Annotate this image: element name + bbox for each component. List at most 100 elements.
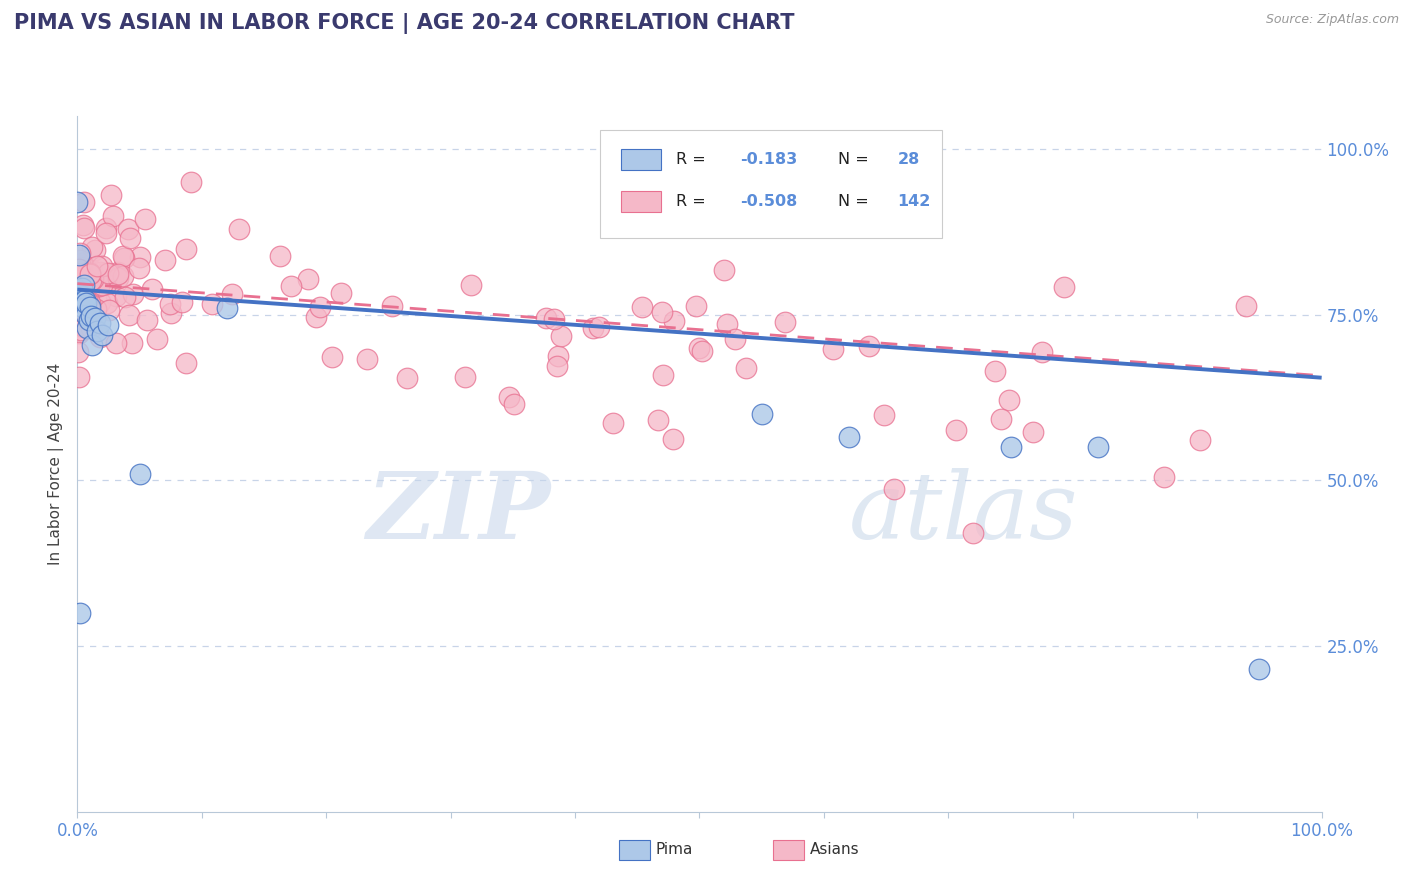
Point [82, 272, 104, 286]
Point [112, 268, 135, 283]
Point [651, 305, 673, 319]
Point [73, 293, 96, 308]
Text: -0.183: -0.183 [741, 153, 797, 168]
Text: Pima: Pima [655, 842, 693, 856]
Point [688, 341, 710, 355]
Point [79, 267, 101, 281]
Point [1153, 470, 1175, 484]
Point [72, 221, 94, 235]
Point [997, 393, 1019, 408]
Point [962, 526, 984, 541]
Point [1000, 440, 1022, 454]
Point [136, 313, 159, 327]
Point [66, 271, 89, 285]
Point [83, 311, 105, 326]
Point [94, 266, 117, 280]
Point [67, 248, 90, 262]
Point [86, 324, 108, 338]
Point [103, 209, 125, 223]
Point [983, 364, 1005, 378]
Text: R =: R = [676, 194, 710, 209]
Point [280, 279, 302, 293]
Point [72, 281, 94, 295]
Point [75, 308, 97, 322]
Point [647, 413, 669, 427]
Point [76, 293, 98, 308]
Text: R =: R = [676, 153, 710, 168]
Point [67, 262, 90, 277]
Point [77, 281, 100, 295]
Point [70, 266, 93, 280]
Point [86, 259, 108, 273]
Point [735, 360, 758, 375]
Point [67, 344, 90, 359]
Point [73, 262, 96, 277]
Point [602, 417, 624, 431]
Point [112, 251, 135, 265]
Point [75, 295, 97, 310]
Point [72, 218, 94, 232]
Text: atlas: atlas [849, 467, 1078, 558]
FancyBboxPatch shape [600, 130, 942, 238]
Point [89, 294, 111, 309]
Point [104, 336, 127, 351]
Text: 28: 28 [897, 153, 920, 168]
Point [72, 293, 94, 308]
Point [69, 260, 91, 274]
Point [117, 222, 139, 236]
Point [96, 277, 118, 291]
Point [550, 329, 572, 343]
Point [90, 260, 112, 274]
Point [69, 606, 91, 620]
Point [70, 309, 93, 323]
Point [77, 301, 100, 315]
Point [128, 260, 150, 275]
Point [97, 318, 120, 332]
Point [66, 266, 89, 280]
Point [395, 371, 418, 385]
Point [990, 412, 1012, 426]
Point [588, 320, 610, 334]
Point [79, 296, 101, 310]
Point [70, 323, 93, 337]
Point [100, 187, 122, 202]
Point [73, 318, 96, 332]
Point [228, 221, 250, 235]
Point [79, 267, 101, 281]
Point [122, 287, 145, 301]
Point [121, 335, 143, 350]
Point [356, 352, 378, 367]
Point [945, 424, 967, 438]
Point [838, 430, 860, 444]
Point [118, 231, 141, 245]
Point [153, 252, 176, 267]
Point [330, 285, 353, 300]
Point [69, 246, 91, 260]
Point [80, 309, 103, 323]
Point [630, 300, 652, 314]
Point [79, 300, 101, 314]
Point [118, 308, 141, 322]
Point [546, 359, 568, 373]
Point [73, 320, 96, 334]
Point [67, 310, 90, 325]
Point [67, 326, 90, 341]
Point [176, 356, 198, 370]
Text: ZIP: ZIP [366, 467, 550, 558]
Point [1189, 433, 1212, 447]
Point [84, 301, 107, 316]
Point [141, 281, 163, 295]
Point [112, 249, 135, 263]
Point [104, 288, 127, 302]
Text: PIMA VS ASIAN IN LABOR FORCE | AGE 20-24 CORRELATION CHART: PIMA VS ASIAN IN LABOR FORCE | AGE 20-24… [14, 13, 794, 35]
Point [97, 303, 120, 318]
Point [883, 482, 905, 496]
Point [67, 370, 90, 384]
Point [94, 226, 117, 240]
Point [89, 316, 111, 330]
Point [582, 321, 605, 335]
Point [460, 278, 482, 293]
Point [1087, 440, 1109, 454]
Point [107, 267, 129, 281]
Point [172, 295, 194, 310]
